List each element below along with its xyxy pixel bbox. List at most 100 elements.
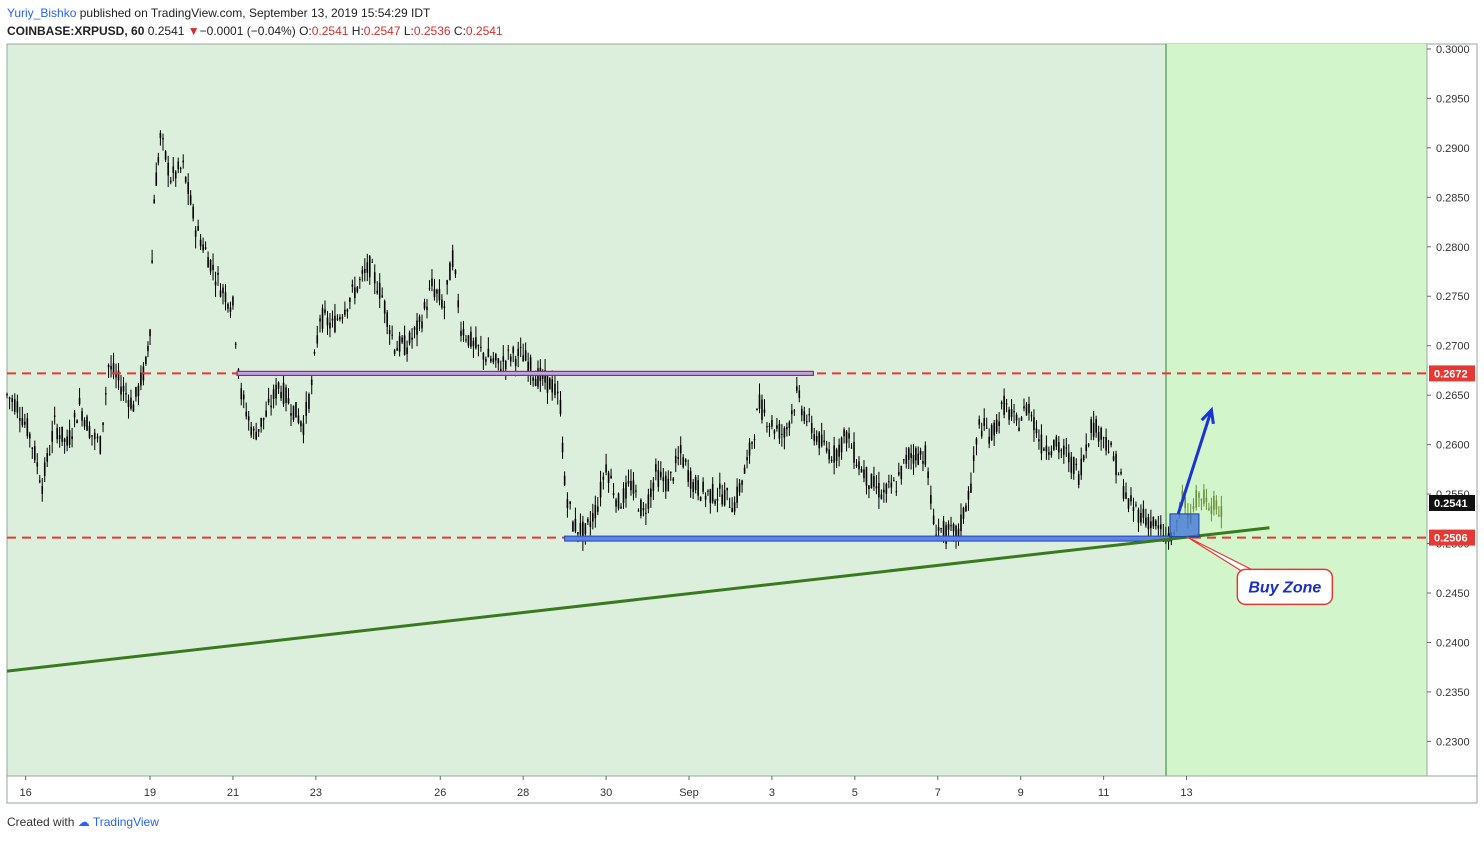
projection-candle bbox=[1184, 496, 1186, 509]
projection-candle bbox=[1213, 496, 1215, 510]
tradingview-link[interactable]: TradingView bbox=[92, 815, 159, 829]
price-candle bbox=[403, 335, 406, 355]
price-candle bbox=[310, 379, 313, 386]
price-candle bbox=[592, 513, 594, 522]
price-candle bbox=[699, 496, 702, 501]
price-candle bbox=[900, 466, 903, 480]
price-candle bbox=[388, 330, 391, 335]
price-candle bbox=[823, 440, 825, 443]
price-candle bbox=[692, 482, 694, 493]
price-candle bbox=[467, 335, 470, 346]
price-candle bbox=[607, 472, 610, 483]
price-candle bbox=[1090, 419, 1092, 433]
price-candle bbox=[1105, 437, 1107, 451]
price-candle bbox=[689, 471, 692, 489]
price-candle bbox=[771, 419, 773, 427]
price-candle bbox=[391, 334, 393, 336]
price-candle bbox=[1097, 432, 1100, 442]
price-candle bbox=[733, 502, 736, 512]
price-candle bbox=[858, 461, 860, 470]
x-tick-label: 16 bbox=[20, 787, 32, 799]
price-candle bbox=[194, 230, 197, 237]
price-candle bbox=[162, 138, 164, 140]
price-candle bbox=[1115, 453, 1117, 476]
callout-box bbox=[1236, 568, 1334, 606]
price-candle bbox=[1082, 455, 1085, 461]
price-candle bbox=[88, 426, 91, 438]
price-candle bbox=[267, 398, 270, 403]
price-candle bbox=[1080, 458, 1083, 476]
arrow-head-icon bbox=[1200, 406, 1215, 425]
price-candle bbox=[888, 481, 890, 483]
price-candle bbox=[617, 493, 620, 509]
publish-line: Yuriy_Bishko published on TradingView.co… bbox=[7, 4, 503, 22]
projection-candle bbox=[1218, 515, 1220, 517]
price-candle bbox=[174, 171, 177, 179]
price-candle bbox=[924, 445, 927, 465]
price-candle bbox=[694, 477, 697, 491]
price-candle bbox=[182, 160, 185, 163]
price-candle bbox=[610, 475, 612, 479]
price-candle bbox=[433, 288, 436, 298]
y-tick-label: 0.2400 bbox=[1436, 637, 1470, 649]
price-candle bbox=[756, 409, 758, 411]
y-tick-label: 0.3000 bbox=[1436, 44, 1470, 56]
price-candle bbox=[26, 418, 29, 436]
price-candle bbox=[1023, 406, 1025, 409]
author-link[interactable]: Yuriy_Bishko bbox=[7, 6, 77, 20]
price-candle bbox=[761, 399, 763, 420]
price-candle bbox=[1050, 451, 1053, 456]
price-candle bbox=[242, 394, 245, 400]
price-candle bbox=[334, 315, 336, 332]
price-candle bbox=[741, 480, 743, 485]
price-candle bbox=[339, 317, 341, 320]
x-tick-label: 11 bbox=[1098, 787, 1109, 799]
price-candle bbox=[912, 454, 915, 464]
price-candle bbox=[292, 405, 295, 420]
price-candle bbox=[970, 483, 972, 493]
price-candle bbox=[1142, 508, 1145, 518]
price-candle bbox=[1092, 422, 1095, 437]
x-tick-label: 30 bbox=[600, 787, 612, 799]
price-candle bbox=[865, 466, 868, 486]
price-candle bbox=[1100, 428, 1102, 440]
high-label: H: bbox=[351, 24, 364, 38]
price-candle bbox=[950, 525, 952, 527]
price-candle bbox=[726, 487, 728, 491]
price-candle bbox=[8, 397, 11, 399]
price-candle bbox=[1063, 445, 1065, 455]
price-candle bbox=[282, 382, 285, 404]
price-candle bbox=[406, 347, 408, 355]
price-candle bbox=[965, 505, 967, 512]
price-candle bbox=[305, 401, 308, 416]
price-candle bbox=[584, 523, 587, 535]
buy-zone-box bbox=[1169, 513, 1200, 538]
price-candle bbox=[147, 346, 149, 352]
price-candle bbox=[73, 412, 76, 418]
price-candle bbox=[1147, 517, 1150, 530]
price-candle bbox=[840, 437, 843, 453]
price-candle bbox=[672, 478, 675, 481]
price-candle bbox=[56, 427, 58, 440]
price-axis-label-bg bbox=[1429, 494, 1475, 511]
price-candle bbox=[122, 385, 125, 392]
price-candle bbox=[454, 269, 457, 275]
price-candle bbox=[751, 442, 753, 444]
price-candle bbox=[935, 534, 937, 536]
projection-candle bbox=[1203, 489, 1205, 504]
down-arrow-icon: ▼ bbox=[187, 24, 200, 38]
price-candle bbox=[1117, 474, 1120, 476]
time-axis[interactable] bbox=[6, 775, 1478, 804]
price-candle bbox=[798, 390, 801, 398]
price-candle bbox=[625, 482, 627, 499]
price-axis-label: 0.2506 bbox=[1434, 533, 1468, 545]
projection-candle bbox=[1210, 505, 1213, 514]
price-axis-label: 0.2541 bbox=[1434, 498, 1468, 510]
price-candle bbox=[738, 483, 741, 493]
symbol-label[interactable]: COINBASE:XRPUSD, 60 bbox=[7, 24, 145, 38]
price-candle bbox=[189, 195, 192, 205]
price-candle bbox=[783, 428, 786, 438]
last-price: 0.2541 bbox=[147, 24, 185, 38]
price-candle bbox=[363, 269, 366, 273]
